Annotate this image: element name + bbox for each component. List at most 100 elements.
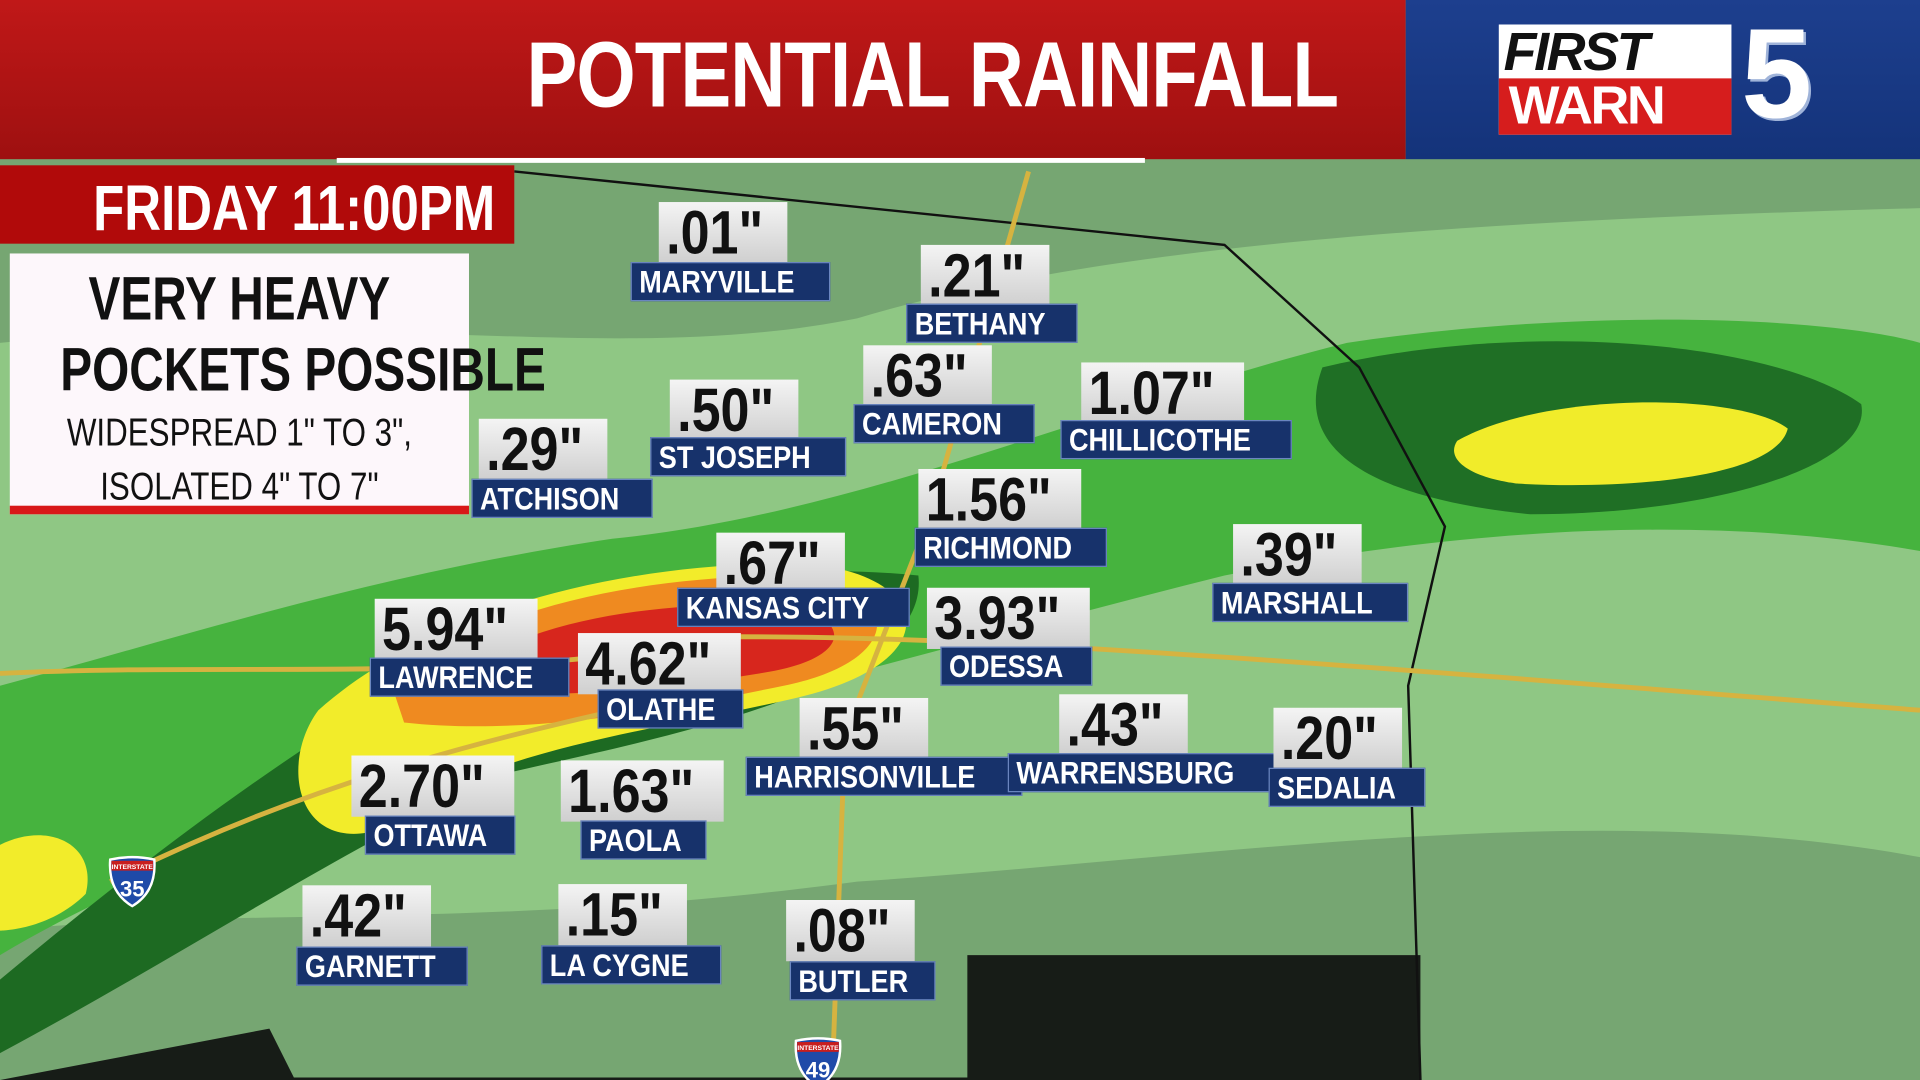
logo-first-text: FIRST	[1503, 22, 1650, 83]
rainfall-amount: .39"	[1233, 520, 1362, 589]
city-name-text: BUTLER	[798, 962, 909, 1000]
highway-70	[0, 634, 1920, 713]
rainfall-amount-text: 4.62"	[585, 629, 712, 698]
city-name-text: OLATHE	[606, 690, 716, 728]
city-name: CHILLICOTHE	[1060, 420, 1292, 460]
city-name: LA CYGNE	[541, 945, 722, 985]
rainfall-amount: .01"	[658, 198, 788, 267]
city-name: CAMERON	[853, 404, 1036, 444]
rainfall-amount-text: .50"	[677, 375, 775, 445]
city-name-text: GARNETT	[304, 947, 436, 985]
city-name: SEDALIA	[1268, 767, 1426, 807]
rainfall-amount-text: 1.56"	[925, 465, 1052, 534]
city-name-text: CHILLICOTHE	[1068, 421, 1251, 458]
time-banner: FRIDAY 11:00PM	[0, 165, 515, 245]
city-name: WARRENSBURG	[1007, 753, 1282, 793]
rainfall-amount-text: .39"	[1240, 520, 1338, 589]
rainfall-amount-text: .08"	[793, 896, 891, 965]
first-warn-logo: FIRST WARN	[1498, 22, 1732, 135]
interstate-35-label: 35	[120, 876, 145, 901]
city-name-text: CAMERON	[862, 405, 1002, 443]
city-name: OTTAWA	[364, 815, 516, 855]
logo-channel-number: 5	[1741, 3, 1813, 146]
rainfall-amount-text: 1.63"	[568, 756, 695, 826]
rainfall-amount-text: 5.94"	[382, 595, 509, 664]
rainfall-amount: .63"	[863, 341, 993, 411]
city-name: RICHMOND	[914, 527, 1107, 567]
rainfall-amount: 1.56"	[918, 465, 1082, 534]
rainfall-amount-text: .21"	[928, 241, 1026, 310]
rainfall-amount: .55"	[799, 697, 929, 760]
rainfall-amount: 2.70"	[351, 751, 515, 821]
rainfall-amount: .20"	[1273, 704, 1403, 773]
rainfall-amount: .50"	[669, 375, 799, 445]
rainfall-amount-text: .01"	[666, 198, 764, 267]
city-name-text: MARYVILLE	[639, 263, 795, 301]
note-detail-1: WIDESPREAD 1" TO 3",	[66, 410, 412, 455]
rainfall-amount: 1.07"	[1081, 358, 1245, 428]
city-name: BETHANY	[906, 303, 1078, 343]
city-name: GARNETT	[296, 946, 468, 986]
city-name: ST JOSEPH	[650, 437, 847, 477]
logo-warn-text: WARN	[1498, 78, 1732, 135]
rainfall-amount: .29"	[478, 415, 608, 484]
rainfall-amount: 4.62"	[577, 629, 741, 698]
rainfall-amount: .67"	[716, 528, 846, 598]
interstate-49-shield: INTERSTATE 49	[794, 1037, 842, 1080]
city-name: ODESSA	[940, 646, 1093, 686]
rainfall-amount-text: 3.93"	[934, 584, 1061, 653]
rainfall-amount-text: .20"	[1280, 704, 1378, 773]
title-banner: POTENTIAL RAINFALL	[0, 0, 1406, 160]
rainfall-amount: .15"	[558, 880, 688, 949]
city-name-text: HARRISONVILLE	[754, 757, 976, 795]
rainfall-amount-text: .29"	[486, 415, 584, 484]
city-name-text: PAOLA	[588, 821, 682, 859]
rainfall-amount-text: .15"	[565, 880, 663, 949]
info-box: VERY HEAVY POCKETS POSSIBLE WIDESPREAD 1…	[9, 253, 546, 515]
city-name-text: ST JOSEPH	[658, 438, 811, 476]
rain-zone-yellow	[1454, 402, 1788, 486]
city-name: LAWRENCE	[369, 657, 570, 697]
city-name-text: KANSAS CITY	[685, 588, 870, 626]
city-name-text: ATCHISON	[480, 480, 620, 517]
page-title: POTENTIAL RAINFALL	[526, 23, 1339, 128]
rainfall-amount-text: 2.70"	[358, 751, 485, 821]
city-name-text: OTTAWA	[373, 816, 488, 854]
rainfall-amount: 3.93"	[926, 584, 1090, 653]
city-name-text: MARSHALL	[1220, 584, 1373, 621]
city-name-text: WARRENSBURG	[1016, 754, 1235, 792]
rainfall-amount-text: .67"	[723, 528, 821, 598]
city-name: MARSHALL	[1212, 582, 1409, 623]
interstate-49-sublabel: INTERSTATE	[797, 1045, 839, 1052]
rainfall-amount: .43"	[1059, 690, 1189, 760]
rainfall-amount: .21"	[920, 241, 1050, 310]
interstate-35-shield: INTERSTATE 35	[108, 855, 156, 908]
city-name: BUTLER	[789, 961, 937, 1001]
rainfall-amount: .42"	[302, 885, 432, 947]
city-name: PAOLA	[580, 820, 707, 860]
city-name: HARRISONVILLE	[745, 756, 1023, 796]
city-name: OLATHE	[597, 689, 744, 729]
state-border	[514, 170, 1447, 1080]
city-name: KANSAS CITY	[677, 587, 911, 627]
city-name-text: LAWRENCE	[378, 658, 534, 696]
rain-zone-yellow-west	[0, 835, 88, 931]
note-headline-1: VERY HEAVY	[88, 264, 391, 334]
missing-data-area	[0, 955, 1421, 1080]
rainfall-amount-text: .43"	[1066, 690, 1164, 760]
rainfall-amount: .08"	[786, 896, 915, 965]
city-name-text: LA CYGNE	[549, 946, 689, 984]
city-name-text: RICHMOND	[923, 528, 1073, 566]
city-name-text: BETHANY	[914, 304, 1046, 342]
rainfall-amount-text: 1.07"	[1088, 358, 1215, 428]
note-detail-2: ISOLATED 4" TO 7"	[100, 464, 379, 509]
rainfall-amount: 1.63"	[560, 756, 724, 826]
rainfall-amount: 5.94"	[374, 595, 538, 664]
city-name-text: SEDALIA	[1277, 768, 1396, 806]
city-name: ATCHISON	[471, 478, 653, 518]
rainfall-amount-text: .63"	[870, 341, 968, 411]
interstate-49-label: 49	[806, 1058, 831, 1080]
note-headline-2: POCKETS POSSIBLE	[60, 335, 546, 405]
city-name-text: ODESSA	[948, 647, 1064, 685]
